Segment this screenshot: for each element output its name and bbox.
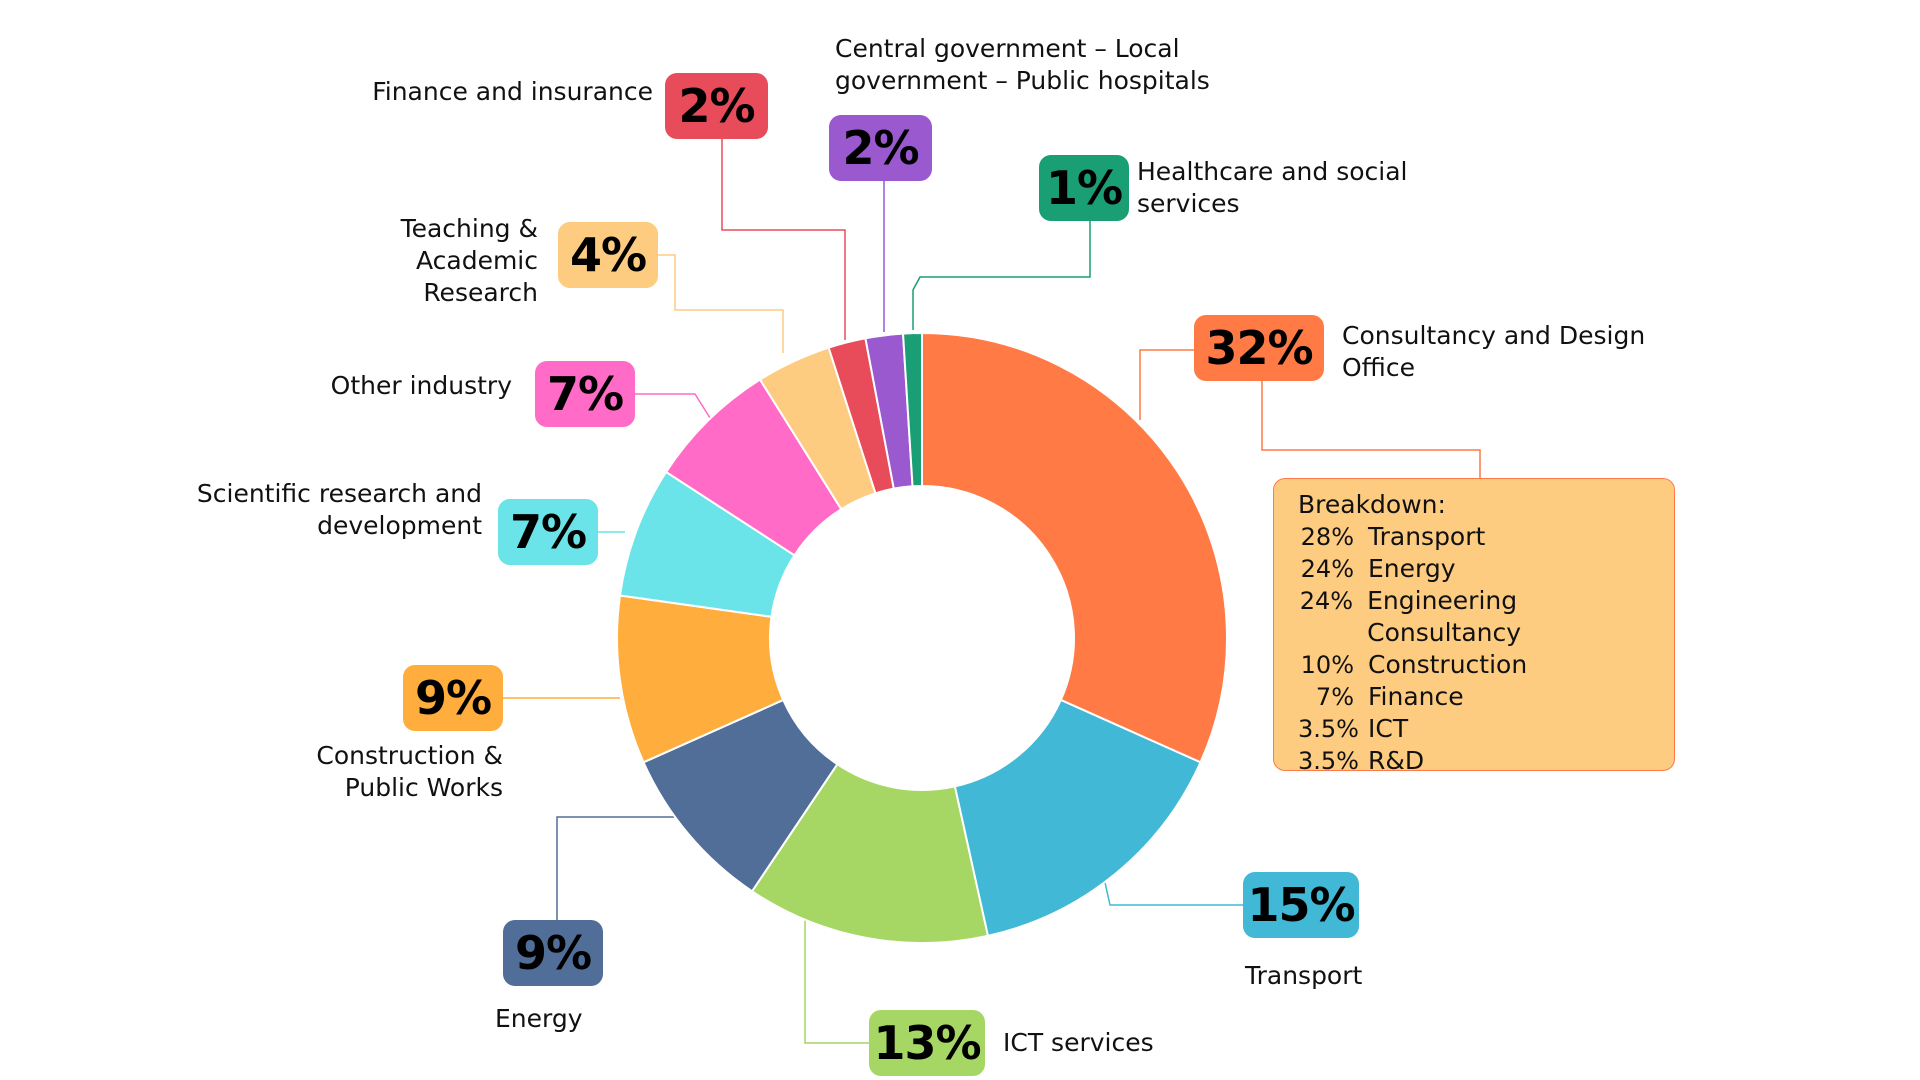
donut-slices xyxy=(616,331,1228,944)
breakdown-item: 3.5% ICT xyxy=(1298,713,1674,745)
label-transport: Transport xyxy=(1245,961,1363,990)
breakdown-item-pct: 28% xyxy=(1300,523,1354,551)
connector-energy xyxy=(556,816,680,920)
breakdown-item-pct: 24% xyxy=(1300,555,1354,583)
breakdown-item: 7% Finance xyxy=(1298,681,1674,713)
breakdown-item-name: ICT xyxy=(1368,714,1409,743)
badge-scientific: 7% xyxy=(498,499,598,565)
badge-other: 7% xyxy=(535,361,635,427)
badge-ict: 13% xyxy=(869,1010,985,1076)
breakdown-item: 10% Construction xyxy=(1298,649,1674,681)
badge-transport: 15% xyxy=(1243,872,1359,938)
connector-teaching xyxy=(658,254,784,353)
breakdown-item: 3.5% R&D xyxy=(1298,745,1674,777)
connector-consultancy xyxy=(1139,349,1194,420)
breakdown-item-pct: 3.5% xyxy=(1298,747,1359,775)
label-other: Other industry xyxy=(330,371,512,400)
breakdown-item-pct: 24% xyxy=(1299,587,1354,615)
breakdown-item: 24% Engineering Consultancy xyxy=(1298,585,1674,649)
connector-healthcare xyxy=(912,221,1091,330)
breakdown-item-pct: 3.5% xyxy=(1298,715,1359,743)
breakdown-item-name: Transport xyxy=(1368,522,1486,551)
label-construction: Construction & Public Works xyxy=(316,741,503,802)
slice-transport xyxy=(953,698,1202,937)
badge-government: 2% xyxy=(829,115,932,181)
label-finance: Finance and insurance xyxy=(372,77,653,106)
badge-teaching: 4% xyxy=(558,222,658,288)
slice-ict xyxy=(750,762,990,944)
breakdown-item-name: Energy xyxy=(1368,554,1456,583)
label-energy: Energy xyxy=(495,1004,583,1033)
breakdown-item-pct: 10% xyxy=(1300,651,1354,679)
label-consultancy: Consultancy and Design Office xyxy=(1342,321,1646,382)
breakdown-item-pct: 7% xyxy=(1315,683,1354,711)
label-scientific: Scientific research and development xyxy=(196,479,482,540)
badge-consultancy: 32% xyxy=(1194,315,1324,381)
badge-construction: 9% xyxy=(403,665,503,731)
badge-finance: 2% xyxy=(665,73,768,139)
connector-consultancy-1 xyxy=(1261,381,1481,478)
breakdown-item: 24% Energy xyxy=(1298,553,1674,585)
breakdown-item-name: Finance xyxy=(1368,682,1464,711)
connector-ict xyxy=(804,910,869,1044)
slice-healthcare xyxy=(901,331,923,488)
slice-consultancy xyxy=(921,331,1228,764)
connector-finance xyxy=(721,139,846,340)
breakdown-list: 28% Transport 24% Energy 24% Engineering Cons… xyxy=(1298,521,1674,777)
breakdown-item: 28% Transport xyxy=(1298,521,1674,553)
breakdown-item-name: R&D xyxy=(1368,746,1425,775)
badge-energy: 9% xyxy=(503,920,603,986)
label-healthcare: Healthcare and social services xyxy=(1137,157,1408,218)
label-ict: ICT services xyxy=(1003,1028,1154,1057)
breakdown-item-name: Construction xyxy=(1368,650,1528,679)
breakdown-item-name: Engineering Consultancy xyxy=(1367,586,1522,647)
badge-healthcare: 1% xyxy=(1039,155,1129,221)
breakdown-box: Breakdown: 28% Transport 24% Energy 24% Engin… xyxy=(1273,478,1675,775)
label-teaching: Teaching & Academic Research xyxy=(400,214,538,307)
connector-other xyxy=(635,393,711,419)
label-government: Central government – Local government – … xyxy=(835,34,1210,95)
breakdown-title: Breakdown: xyxy=(1298,490,1446,519)
